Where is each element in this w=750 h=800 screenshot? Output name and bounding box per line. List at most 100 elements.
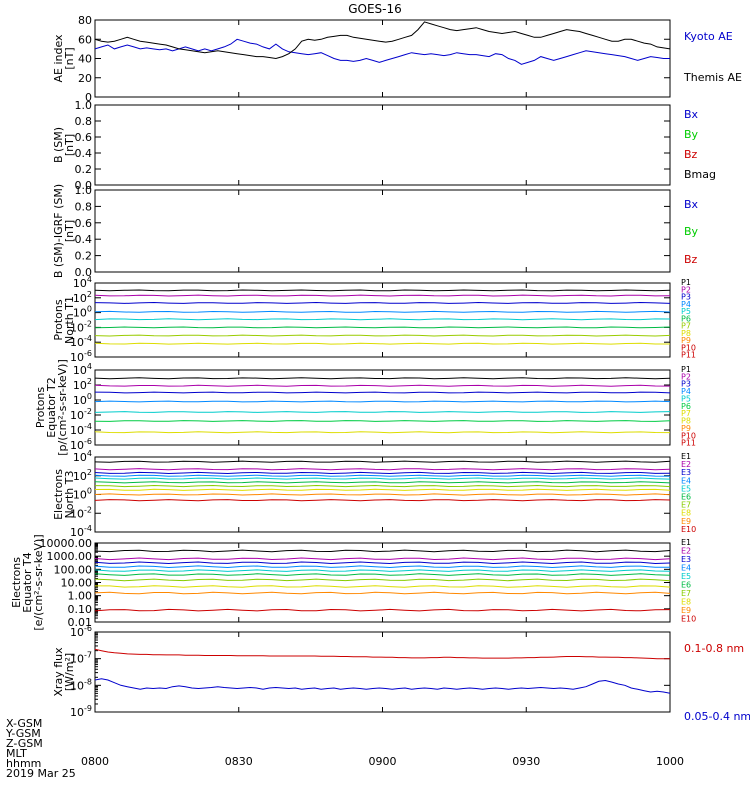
- time-row-label: Z-GSM: [6, 737, 43, 750]
- series-pn-p3: [94, 301, 671, 304]
- ytick-label-ee: 1000.00: [47, 550, 93, 563]
- legend-bsmigrf-bz: Bz: [684, 253, 698, 266]
- legend-ee-e8: E8: [681, 598, 691, 607]
- ytick-label-pn: 104: [73, 275, 92, 290]
- series-pn-p2: [94, 294, 671, 297]
- ytick-label-bsmigrf: 0.2: [75, 250, 93, 263]
- series-en-e7: [94, 484, 671, 488]
- ytick-label-bsmigrf: 0.0: [75, 266, 93, 279]
- series-pe-p7: [94, 431, 671, 434]
- ylabel-ee: Electrons: [10, 557, 23, 608]
- legend-pn-p8: P8: [681, 329, 691, 338]
- legend-pn-p1: P1: [681, 278, 691, 287]
- ylabel-pe: Equator T2: [45, 377, 58, 437]
- legend-en-e9: E9: [681, 517, 691, 526]
- legend-xray-long: 0.1-0.8 nm: [684, 642, 744, 655]
- ytick-label-en: 104: [73, 449, 92, 464]
- panel-bsmigrf: 0.0 0.2 0.4 0.6 0.8 1.0 B (SM)-IGRF (SM)[nT] Bx…: [52, 184, 699, 279]
- ytick-label-bsm: 0.2: [75, 163, 93, 176]
- ylabel-ae: [nT]: [63, 47, 76, 69]
- series-en-e10: [94, 499, 671, 502]
- series-ee-e2: [94, 557, 671, 561]
- legend-pn-p9: P9: [681, 336, 691, 345]
- legend-en-e3: E3: [681, 468, 691, 477]
- series-en-e4: [94, 474, 671, 477]
- ytick-label-pe: 10-6: [70, 437, 92, 452]
- legend-ee-e6: E6: [681, 581, 691, 590]
- ytick-label-bsm: 1.0: [75, 99, 93, 112]
- series-en-e5: [94, 477, 671, 480]
- legend-ee-e10: E10: [681, 615, 696, 624]
- ylabel-ae: AE index: [52, 34, 65, 83]
- ytick-label-pe: 10-4: [70, 422, 92, 437]
- series-pe-p5: [94, 411, 671, 413]
- series-ee-e8: [95, 585, 671, 588]
- series-ae-kyoto-ae: [94, 38, 670, 65]
- ylabel-xray: [W/m²]: [63, 653, 76, 691]
- series-pe-p1: [94, 377, 671, 380]
- ylabel-bsm: [nT]: [63, 134, 76, 156]
- ylabel-xray: Xray flux: [52, 647, 65, 697]
- legend-ee-e4: E4: [681, 564, 691, 573]
- series-ee-e3: [94, 561, 671, 565]
- time-tick-label: 0830: [225, 755, 253, 768]
- panel-frame-xray: [94, 631, 671, 713]
- series-en-e3: [94, 471, 671, 475]
- legend-en-e4: E4: [681, 476, 691, 485]
- legend-pn-p10: P10: [681, 343, 696, 352]
- series-ee-e4: [94, 565, 671, 569]
- legend-ee-e2: E2: [681, 547, 691, 556]
- panel-xray: 10-9 10-8 10-7 10-6 Xray flux[W/m²] 0.1-0.8 n…: [52, 624, 750, 723]
- ytick-label-ee: 100.00: [54, 563, 93, 576]
- ylabel-bsm: B (SM): [52, 127, 65, 163]
- ytick-label-bsm: 0.8: [75, 115, 93, 128]
- ylabel-en: North T3: [63, 471, 76, 519]
- legend-pe-p4: P4: [681, 387, 691, 396]
- ytick-label-en: 10-4: [70, 524, 92, 539]
- time-row-label: Y-GSM: [5, 727, 41, 740]
- legend-en-e6: E6: [681, 493, 691, 502]
- panel-frame-bsm: [94, 104, 671, 186]
- ytick-label-pn: 10-4: [70, 334, 92, 349]
- panel-ae: 0 20 40 60 80 AE index[nT] Kyoto AE Themis AE: [52, 14, 742, 104]
- series-ee-e6: [94, 573, 671, 576]
- panel-bsm: 0.0 0.2 0.4 0.6 0.8 1.0 B (SM)[nT] Bx By Bz Bmag: [52, 99, 716, 192]
- ytick-label-pe: 102: [73, 377, 92, 392]
- time-tick-label: 0900: [369, 755, 397, 768]
- panel-frame-bsmigrf: [94, 189, 671, 273]
- legend-pe-p5: P5: [681, 394, 691, 403]
- legend-en-e1: E1: [681, 452, 691, 461]
- legend-pe-p11: P11: [681, 439, 696, 448]
- ytick-label-pe: 100: [73, 392, 92, 407]
- ytick-label-xray: 10-7: [70, 651, 92, 666]
- legend-ee-e5: E5: [681, 572, 691, 581]
- ylabel-en: Electrons: [52, 469, 65, 520]
- ytick-label-pn: 10-2: [70, 319, 92, 334]
- series-ee-e7: [94, 578, 671, 582]
- plot-title: GOES-16: [348, 2, 402, 16]
- series-pn-p7: [94, 334, 671, 337]
- series-pe-p6: [94, 420, 671, 422]
- series-en-e9: [94, 493, 671, 496]
- ytick-label-en: 10-2: [70, 505, 92, 520]
- legend-en-e10: E10: [681, 525, 696, 534]
- legend-en-e5: E5: [681, 484, 691, 493]
- series-pn-p4: [94, 310, 671, 313]
- ytick-label-ae: 0: [85, 91, 92, 104]
- series-xray-0-05-0-4-nm: [94, 678, 671, 694]
- series-xray-0-1-0-8-nm: [94, 648, 670, 660]
- legend-pn-p11: P11: [681, 351, 696, 360]
- ylabel-bsmigrf: [nT]: [63, 220, 76, 242]
- series-en-e8: [94, 488, 671, 491]
- time-row-label: X-GSM: [6, 717, 42, 730]
- ytick-label-bsm: 0.4: [75, 147, 93, 160]
- legend-pe-p10: P10: [681, 431, 696, 440]
- ylabel-pe: [p/(cm²-s-sr-keV)]: [56, 359, 69, 456]
- ytick-label-pn: 100: [73, 305, 92, 320]
- legend-bsmigrf-bx: Bx: [684, 198, 699, 211]
- ytick-label-ae: 60: [78, 33, 92, 46]
- ylabel-pe: Protons: [34, 387, 47, 428]
